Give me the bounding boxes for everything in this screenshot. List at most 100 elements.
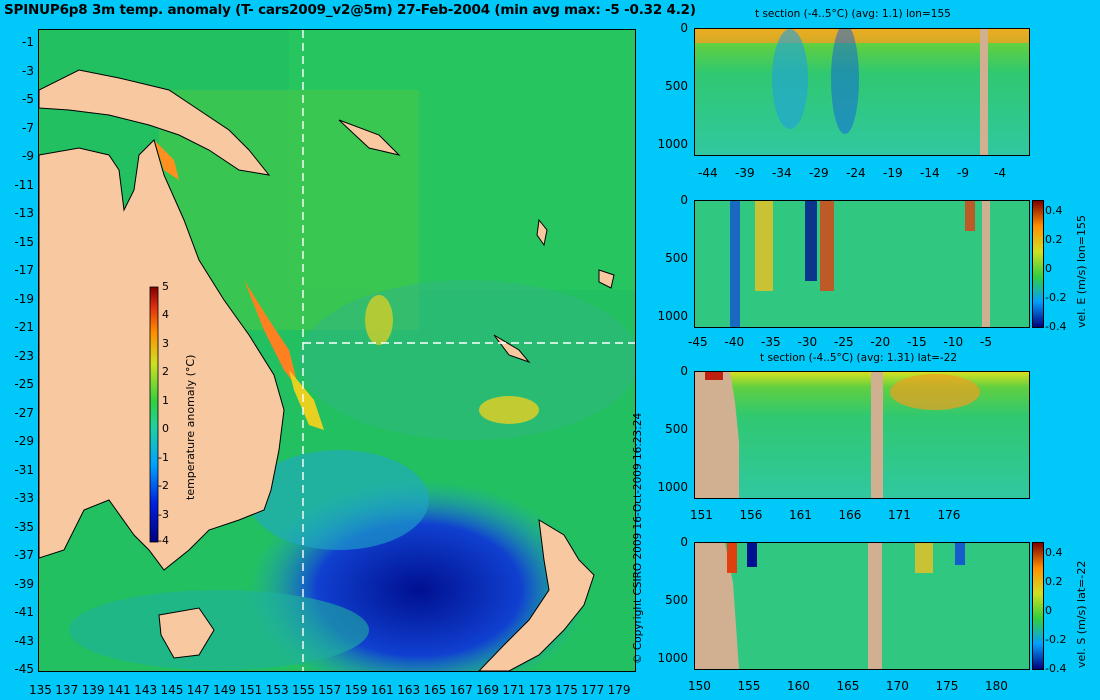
vel-s-section-lat-22 [694,542,1030,670]
section-1-x-tick: -19 [883,166,903,180]
map-y-tick: -45 [14,662,34,676]
section-4-jet-band [727,543,737,573]
map-colorbar-label: temperature anomaly (°C) [184,354,197,500]
map-y-tick: -1 [22,35,34,49]
section-3-x-tick: 176 [937,508,961,522]
land-australia [39,139,285,571]
section-1-canvas [695,29,1029,155]
section-1-field [695,29,1029,155]
warm-anomaly-east-coast [244,280,299,390]
section-3-land [871,372,883,498]
map-x-tick: 145 [160,683,184,697]
map-y-tick: -25 [14,377,34,391]
map-y-tick: -35 [14,519,34,534]
section-4-colorbar-tick: 0 [1045,604,1052,617]
map-colorbar-tick: 5 [162,280,169,293]
section-2-x-tick: -30 [797,335,818,349]
temperature-anomaly-map [38,29,636,672]
section-2-x-tick: -15 [907,335,927,349]
map-y-tick: -31 [14,462,34,477]
land-new-guinea [39,69,271,176]
section-1-x-tick: -34 [772,166,792,180]
section-2-x-tick: -20 [870,335,891,349]
land-vanuatu [536,218,548,247]
section-2-x-tick: -25 [834,335,854,349]
section-4-x-tick: 165 [836,679,860,693]
section-4-jet-band [955,543,965,565]
section-4-colorbar [1032,542,1044,670]
section-2-land [982,201,990,327]
map-y-tick: -37 [14,548,34,562]
t-section-lat-22 [694,371,1030,499]
map-x-tick: 135 [29,683,52,697]
section-4-x-tick: 150 [688,679,711,693]
section-3-x-tick: 171 [888,508,911,522]
section-4-land [868,543,882,669]
section-2-x-tick: -5 [980,335,992,349]
map-y-tick: -3 [22,63,34,78]
map-x-tick: 171 [502,683,526,697]
section-2-jet-band [730,201,740,327]
section-3-y-tick: 500 [665,422,688,436]
chart-title: SPINUP6p8 3m temp. anomaly (T- cars2009_… [4,2,696,18]
map-y-tick: -23 [14,348,34,363]
section-4-land-shelf [695,543,739,669]
section-1-x-tick: -9 [957,166,969,180]
section-1-x-tick: -4 [994,166,1006,180]
map-x-tick: 143 [134,683,158,697]
section-4-y-tick: 500 [665,593,688,607]
land-new-zealand [478,519,595,671]
section-4-y-tick: 1000 [657,651,688,665]
map-x-tick: 167 [449,683,473,697]
map-x-tick: 139 [81,683,105,697]
section-2-x-tick: -35 [761,335,781,349]
section-2-colorbar-tick: -0.2 [1045,291,1067,304]
section-3-title: t section (-4..5°C) (avg: 1.31) lat=-22 [760,352,958,364]
section-2-jet-band [755,201,773,291]
section-4-colorbar-tick: -0.4 [1045,662,1067,675]
map-x-tick: 149 [213,683,236,697]
map-colorbar-tick: -4 [158,534,169,547]
section-2-x-tick: -10 [943,335,964,349]
map-colorbar-tick: -2 [158,479,169,492]
map-y-tick: -17 [14,263,34,277]
map-colorbar-tick: 3 [162,337,169,350]
land-solomon-islands [338,119,401,156]
map-y-tick: -21 [14,320,34,334]
section-4-x-tick: 170 [886,679,909,693]
section-2-y-tick: 1000 [657,309,688,323]
section-4-jet-band [747,543,757,567]
section-4-x-tick: 175 [935,679,959,693]
section-2-x-tick: -40 [724,335,745,349]
map-x-tick: 157 [318,683,342,697]
map-x-tick: 179 [607,683,631,697]
map-colorbar [149,286,159,543]
map-y-tick: -15 [14,234,34,249]
section-4-x-tick: 155 [737,679,761,693]
section-4-x-tick: 160 [787,679,810,693]
section-1-cool-band [831,29,859,134]
section-1-cool-band [772,29,808,129]
section-3-x-tick: 151 [690,508,713,522]
map-x-tick: 173 [528,683,552,697]
map-x-tick: 169 [476,683,499,697]
map-y-tick: -5 [22,92,34,106]
section-4-field [695,543,1029,669]
map-canvas [39,30,635,671]
section-2-colorbar [1032,200,1044,328]
map-y-tick: -13 [14,206,34,220]
map-y-tick: -19 [14,291,34,306]
t-section-lon-155 [694,28,1030,156]
warm-anomaly-south [289,370,324,430]
section-1-x-tick: -29 [809,166,829,180]
map-colorbar-tick: 2 [162,365,169,378]
section-1-land [980,29,988,155]
map-x-tick: 175 [555,683,578,697]
map-y-tick: -39 [14,576,34,591]
map-colorbar-tick: 1 [162,394,169,407]
cool-eddy-zone [249,450,429,550]
land-fiji [598,269,615,289]
section-1-x-tick: -44 [698,166,718,180]
map-y-tick: -7 [22,120,34,135]
section-4-x-tick: 180 [985,679,1008,693]
